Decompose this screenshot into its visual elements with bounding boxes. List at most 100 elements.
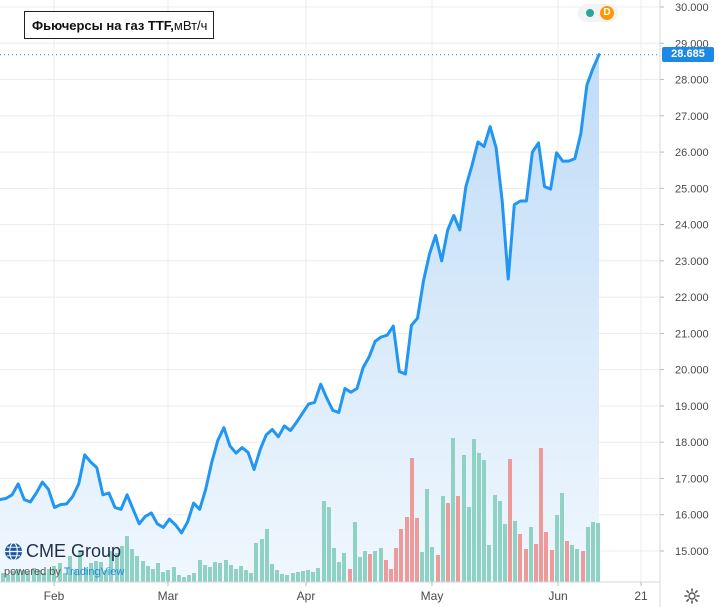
volume-bar xyxy=(394,548,398,582)
volume-bars xyxy=(1,438,600,582)
x-tick-label: Feb xyxy=(44,589,65,603)
volume-bar xyxy=(32,568,36,582)
volume-bar xyxy=(6,575,10,582)
price-area xyxy=(0,54,599,582)
volume-bar xyxy=(208,567,212,582)
cme-logo: CME Group xyxy=(4,541,121,562)
volume-bar xyxy=(94,561,98,582)
gear-icon[interactable] xyxy=(684,588,700,604)
volume-bar xyxy=(353,522,357,582)
y-tick-label: 19.000 xyxy=(675,401,709,413)
volume-bar xyxy=(399,529,403,582)
volume-bar xyxy=(270,564,274,582)
volume-bar xyxy=(109,551,113,582)
volume-bar xyxy=(78,552,82,582)
powered-by[interactable]: powered by TradingView xyxy=(4,566,124,578)
x-tick-label: Mar xyxy=(158,589,179,603)
volume-bar xyxy=(229,565,233,582)
volume-bar xyxy=(161,572,165,582)
volume-bar xyxy=(477,453,481,582)
volume-bar xyxy=(265,529,269,582)
volume-bar xyxy=(37,570,41,582)
volume-bar xyxy=(534,544,538,582)
volume-bar xyxy=(1,573,5,582)
volume-bar xyxy=(21,570,25,582)
volume-bar xyxy=(52,566,56,582)
volume-bar xyxy=(285,575,289,582)
volume-bar xyxy=(120,546,124,582)
x-tick-label: Apr xyxy=(297,589,316,603)
volume-bar xyxy=(63,573,67,582)
volume-bar xyxy=(296,572,300,582)
volume-bar xyxy=(244,570,248,582)
volume-bar xyxy=(405,517,409,582)
volume-bar xyxy=(415,518,419,582)
volume-bar xyxy=(368,554,372,582)
volume-bar xyxy=(337,562,341,582)
volume-bar xyxy=(373,551,377,582)
volume-bar xyxy=(89,563,93,582)
volume-bar xyxy=(503,524,507,582)
volume-bar xyxy=(306,570,310,582)
y-tick-label: 18.000 xyxy=(675,437,709,449)
volume-bar xyxy=(177,575,181,582)
x-tick-label: May xyxy=(421,589,444,603)
y-tick-label: 20.000 xyxy=(675,365,709,377)
volume-bar xyxy=(575,549,579,582)
volume-bar xyxy=(192,573,196,582)
volume-bar xyxy=(539,448,543,582)
volume-bar xyxy=(239,566,243,582)
volume-bar xyxy=(198,560,202,582)
volume-bar xyxy=(125,536,129,582)
volume-bar xyxy=(316,568,320,582)
y-tick-label: 21.000 xyxy=(675,328,709,340)
volume-bar xyxy=(451,438,455,582)
x-tick-label: 21 xyxy=(634,589,648,603)
volume-bar xyxy=(151,569,155,582)
volume-bar xyxy=(291,573,295,582)
y-tick-label: 24.000 xyxy=(675,220,709,232)
volume-bar xyxy=(493,495,497,582)
volume-bar xyxy=(446,503,450,582)
volume-bar xyxy=(104,570,108,582)
volume-bar xyxy=(348,569,352,582)
volume-bar xyxy=(213,562,217,582)
volume-bar xyxy=(115,553,119,582)
x-axis[interactable]: Feb Mar Apr May Jun 21 xyxy=(0,581,660,603)
interval-pill[interactable]: D xyxy=(578,4,618,22)
interval-label[interactable]: D xyxy=(600,6,614,20)
volume-bar xyxy=(166,570,170,582)
volume-bar xyxy=(586,527,590,582)
volume-bar xyxy=(513,521,517,582)
volume-bar xyxy=(379,548,383,582)
y-tick-label: 16.000 xyxy=(675,510,709,522)
volume-bar xyxy=(327,507,331,582)
volume-bar xyxy=(332,548,336,582)
powered-brand[interactable]: TradingView xyxy=(63,566,125,578)
volume-bar xyxy=(436,555,440,582)
volume-bar xyxy=(441,496,445,582)
volume-bar xyxy=(73,570,77,582)
volume-bar xyxy=(187,575,191,582)
volume-bar xyxy=(550,550,554,582)
volume-bar xyxy=(472,439,476,582)
volume-bar xyxy=(384,560,388,582)
y-tick-label: 27.000 xyxy=(675,111,709,123)
volume-bar xyxy=(456,496,460,582)
volume-bar xyxy=(487,545,491,582)
volume-bar xyxy=(482,460,486,582)
volume-bar xyxy=(518,534,522,582)
volume-bar xyxy=(182,577,186,582)
volume-bar xyxy=(156,563,160,582)
volume-bar xyxy=(224,560,228,582)
price-line xyxy=(0,53,601,535)
y-tick-label: 25.000 xyxy=(675,183,709,195)
y-tick-label: 28.000 xyxy=(675,75,709,87)
status-dot-icon xyxy=(586,9,594,17)
volume-bar xyxy=(358,557,362,582)
y-axis[interactable]: 30.00029.00028.00027.00026.00025.00024.0… xyxy=(659,0,709,607)
y-tick-label: 22.000 xyxy=(675,292,709,304)
volume-bar xyxy=(524,549,528,582)
volume-bar xyxy=(342,553,346,582)
